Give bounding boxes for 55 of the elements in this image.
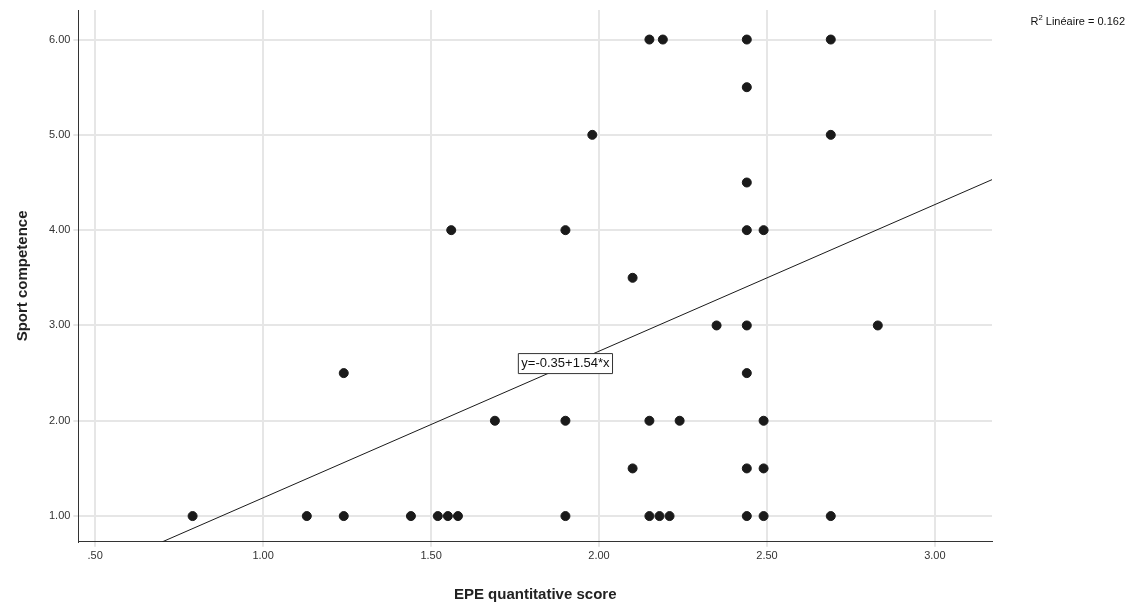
x-tick-label: 1.00	[252, 549, 274, 562]
point	[338, 368, 349, 379]
point	[560, 511, 571, 522]
point	[489, 415, 500, 426]
point	[644, 34, 655, 45]
y-tick-label: 6.00	[48, 32, 71, 45]
y-tick-label: 3.00	[48, 318, 71, 331]
x-tick-label: 2.00	[588, 549, 610, 562]
point	[741, 320, 752, 331]
point	[872, 320, 883, 331]
point	[187, 511, 198, 522]
point	[674, 415, 685, 426]
point	[301, 511, 312, 522]
point	[741, 225, 752, 236]
point	[446, 225, 457, 236]
x-tick-label: 2.50	[756, 549, 778, 562]
point	[338, 511, 349, 522]
x-tick-label: .50	[87, 549, 103, 562]
x-tick-label: 1.50	[420, 549, 442, 562]
point	[825, 511, 836, 522]
point	[825, 34, 836, 45]
x-tick-label: 3.00	[924, 549, 946, 562]
point	[405, 511, 416, 522]
point	[825, 129, 836, 140]
point	[432, 511, 443, 522]
point	[664, 511, 675, 522]
point	[758, 415, 769, 426]
point	[627, 463, 638, 474]
y-tick-label: 5.00	[48, 127, 71, 140]
point	[741, 463, 752, 474]
point	[741, 368, 752, 379]
annotation: y=-0.35+1.54*x	[521, 355, 611, 371]
point	[587, 129, 598, 140]
point	[644, 415, 655, 426]
point	[560, 415, 571, 426]
point	[741, 34, 752, 45]
point	[741, 82, 752, 93]
point	[627, 272, 638, 283]
point	[741, 511, 752, 522]
point	[657, 34, 668, 45]
point	[758, 225, 769, 236]
point	[442, 511, 453, 522]
point	[560, 225, 571, 236]
x-axis-title: EPE quantitative score	[453, 585, 617, 603]
point	[452, 511, 463, 522]
point	[758, 511, 769, 522]
y-tick-label: 2.00	[48, 413, 71, 426]
y-tick-label: 1.00	[48, 509, 71, 522]
point	[758, 463, 769, 474]
point	[644, 511, 655, 522]
point	[711, 320, 722, 331]
y-tick-label: 4.00	[48, 223, 71, 236]
y-axis-title: Sport competence	[13, 210, 31, 342]
point	[654, 511, 665, 522]
point	[741, 177, 752, 188]
